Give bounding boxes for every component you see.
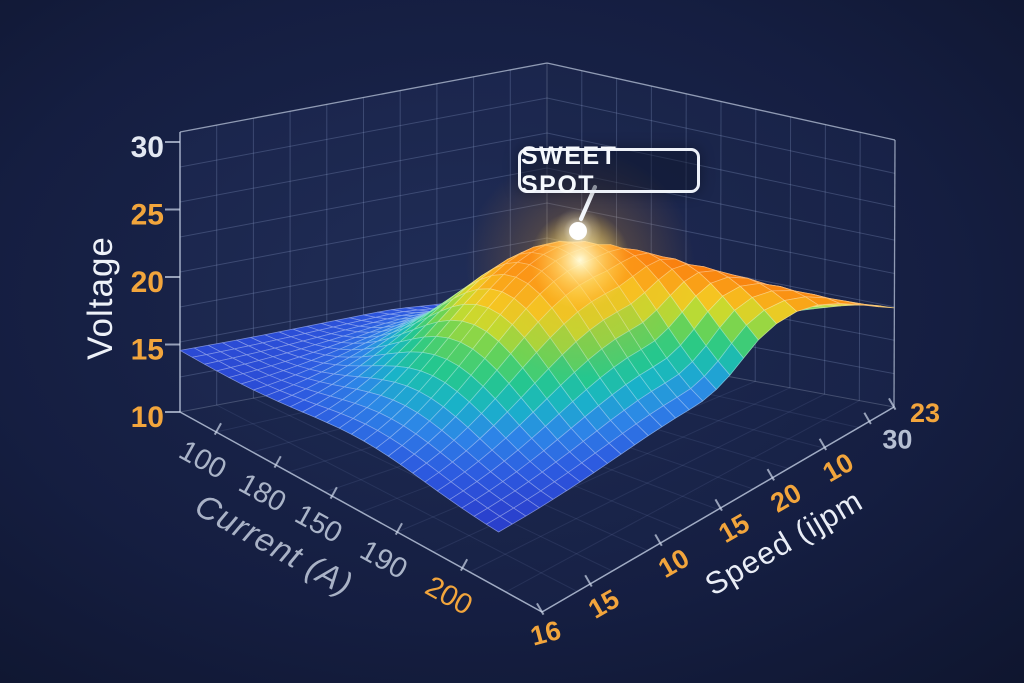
grid-or-edge-line [179,411,543,613]
grid-or-edge-line [541,406,895,613]
peak-marker-dot [569,222,587,240]
speed-tick-label: 10 [818,447,859,488]
grid-or-edge-line [179,62,548,133]
sweet-spot-label: SWEET SPOT [521,141,618,199]
grid-or-edge-line [216,404,578,592]
current-tick-label: 200 [420,570,478,621]
grid-or-edge-line [329,486,338,500]
current-tick-label: 100 [174,434,232,485]
current-tick-label: 190 [355,534,413,585]
z-tick-label: 25 [131,199,164,232]
speed-tick-label: 10 [653,543,694,584]
grid-or-edge-line [179,97,548,168]
current-tick-label: 150 [289,498,347,549]
grid-or-edge-line [818,438,828,451]
speed-tick-label: 16 [527,615,564,652]
grid-or-edge-line [179,167,548,238]
grid-or-edge-line [714,498,723,512]
grid-or-edge-line [584,574,593,588]
speed-tick-label: 15 [713,508,754,549]
z-tick-label: 30 [131,131,164,164]
grid-or-edge-line [469,393,825,573]
grid-or-edge-line [273,455,282,469]
grid-or-edge-line [888,397,897,411]
grid-or-edge-line [536,602,545,616]
grid-or-edge-line [858,132,861,401]
speed-tick-label: 30 [882,424,912,454]
z-tick-label: 15 [131,334,164,367]
sweet-spot-callout-box: SWEET SPOT [518,142,700,199]
grid-or-edge-line [213,422,222,436]
grid-or-edge-line [546,62,896,141]
speed-tick-label: 15 [583,584,624,625]
grid-or-edge-line [824,124,826,395]
current-tick-label: 180 [233,467,291,518]
grid-or-edge-line [505,400,860,593]
grid-or-edge-line [766,468,775,481]
grid-or-edge-line [863,412,872,425]
grid-or-edge-line [460,558,469,572]
grid-or-edge-line [179,132,548,203]
speed-tick-label: 20 [766,477,807,518]
axis-ticks [165,141,897,616]
grid-or-edge-line [546,132,895,208]
grid-or-edge-line [893,139,896,408]
speed-tick-label: 23 [910,398,940,428]
grid-or-edge-line [654,533,663,547]
z-tick-label: 20 [131,266,164,299]
surface-cell [485,515,513,533]
grid-or-edge-line [546,97,895,174]
grid-or-edge-line [789,116,792,388]
z-tick-label: 10 [131,401,164,434]
grid-or-edge-line [394,522,403,536]
